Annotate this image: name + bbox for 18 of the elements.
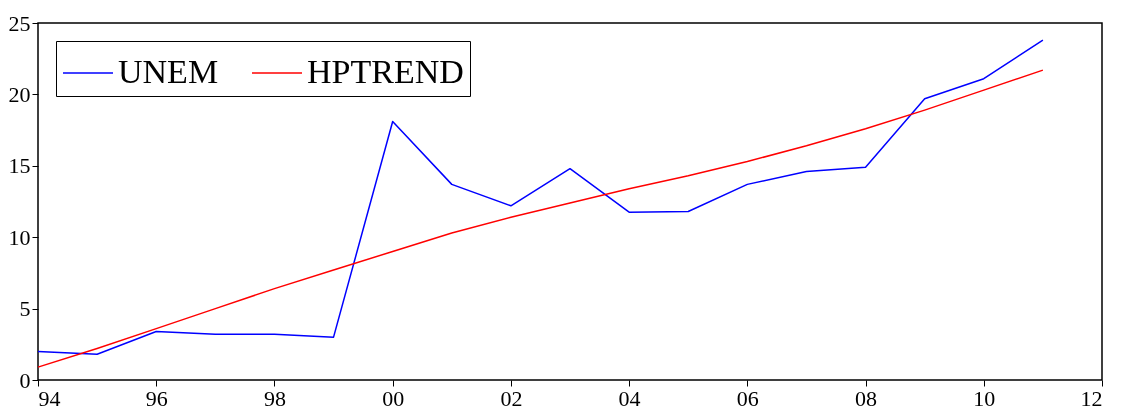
y-tick-label: 0 [19,367,31,393]
x-tick-label: 04 [618,385,641,411]
x-tick-label: 94 [38,385,61,411]
x-tick-label: 02 [500,385,523,411]
x-tick-label: 00 [382,385,405,411]
x-tick-label: 08 [855,385,878,411]
x-tick-label: 10 [973,385,996,411]
y-tick-label: 15 [8,153,31,179]
y-tick-label: 20 [8,81,31,107]
y-tick-label: 5 [19,296,31,322]
y-tick-label: 25 [8,10,31,36]
y-tick-label: 10 [8,224,31,250]
legend-label: HPTREND [307,53,464,90]
legend-label: UNEM [118,53,219,90]
x-tick-label: 12 [1080,385,1103,411]
x-tick-label: 96 [145,385,168,411]
x-tick-label: 06 [736,385,759,411]
x-tick-label: 98 [263,385,286,411]
